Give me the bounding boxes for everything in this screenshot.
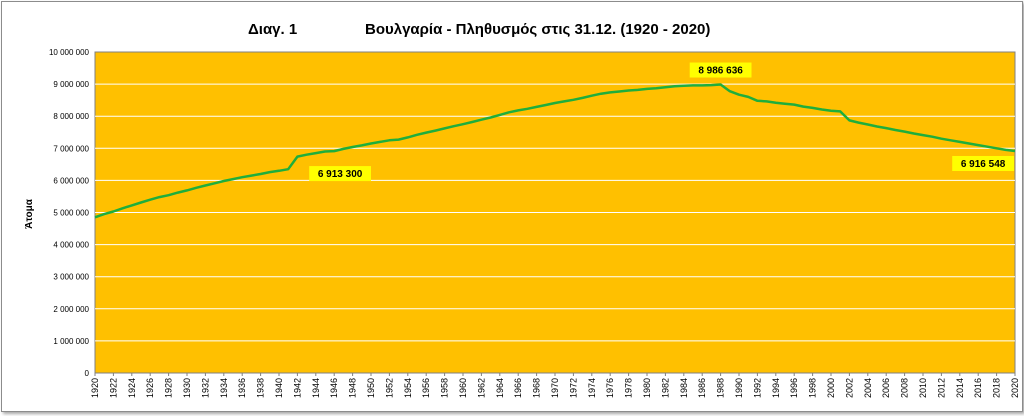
data-label-box: [689, 62, 752, 78]
x-tick-label: 1966: [513, 378, 523, 398]
x-tick-label: 1942: [292, 378, 302, 398]
x-tick-label: 1936: [237, 378, 247, 398]
x-tick-label: 1978: [624, 378, 634, 398]
data-label-text: 6 916 548: [961, 159, 1006, 170]
data-label: 6 916 548: [952, 155, 1014, 171]
x-tick-label: 1934: [219, 378, 229, 398]
y-tick-label: 5 000 000: [53, 209, 89, 218]
x-tick-label: 1980: [642, 378, 652, 398]
x-tick-label: 1988: [716, 378, 726, 398]
x-tick-label: 1930: [182, 378, 192, 398]
x-tick-label: 1950: [366, 378, 376, 398]
y-tick-label: 1 000 000: [53, 337, 89, 346]
x-tick-label: 1994: [771, 378, 781, 398]
y-tick-label: 6 000 000: [53, 176, 89, 185]
x-tick-label: 2012: [936, 378, 946, 398]
x-tick-label: 1960: [458, 378, 468, 398]
data-label: 6 913 300: [309, 166, 371, 182]
x-tick-label: 1956: [421, 378, 431, 398]
x-tick-label: 1990: [734, 378, 744, 398]
x-tick-label: 1944: [311, 378, 321, 398]
x-tick-label: 1954: [403, 378, 413, 398]
x-tick-label: 2000: [826, 378, 836, 398]
x-tick-label: 1932: [200, 378, 210, 398]
y-tick-label: 10 000 000: [49, 48, 90, 57]
x-tick-label: 1926: [145, 378, 155, 398]
y-tick-label: 0: [85, 369, 90, 378]
y-tick-label: 2 000 000: [53, 305, 89, 314]
x-tick-label: 1970: [550, 378, 560, 398]
y-tick-label: 4 000 000: [53, 241, 89, 250]
chart-number-label: Διαγ. 1: [248, 21, 297, 38]
chart-title: Βουλγαρία - Πληθυσμός στις 31.12. (1920 …: [365, 21, 710, 38]
x-tick-label: 1948: [348, 378, 358, 398]
y-tick-label: 7 000 000: [53, 144, 89, 153]
data-label-text: 8 986 636: [698, 66, 743, 77]
y-tick-label: 8 000 000: [53, 112, 89, 121]
x-tick-label: 1982: [660, 378, 670, 398]
x-tick-label: 2014: [955, 378, 965, 398]
population-line-chart: Διαγ. 1 Βουλγαρία - Πληθυσμός στις 31.12…: [24, 21, 1020, 398]
x-tick-label: 2016: [973, 378, 983, 398]
x-tick-label: 2010: [918, 378, 928, 398]
data-label-text: 6 913 300: [318, 169, 363, 180]
x-tick-label: 1992: [752, 378, 762, 398]
data-label-box: [952, 155, 1014, 171]
y-axis-title: Άτομα: [24, 198, 35, 229]
x-tick-label: 1972: [568, 378, 578, 398]
x-tick-label: 1968: [532, 378, 542, 398]
x-tick-label: 2018: [992, 378, 1002, 398]
x-tick-label: 1958: [440, 378, 450, 398]
x-tick-label: 1928: [164, 378, 174, 398]
data-label: 8 986 636: [689, 62, 752, 78]
x-tick-label: 1996: [789, 378, 799, 398]
x-tick-label: 1984: [679, 378, 689, 398]
x-tick-label: 1998: [808, 378, 818, 398]
x-tick-label: 1924: [127, 378, 137, 398]
x-tick-label: 1974: [587, 378, 597, 398]
x-tick-label: 2008: [900, 378, 910, 398]
x-tick-label: 2004: [863, 378, 873, 398]
y-tick-label: 9 000 000: [53, 80, 89, 89]
x-tick-label: 1920: [90, 378, 100, 398]
x-tick-label: 1964: [495, 378, 505, 398]
y-tick-label: 3 000 000: [53, 273, 89, 282]
x-tick-label: 1962: [476, 378, 486, 398]
x-tick-label: 2002: [844, 378, 854, 398]
x-tick-label: 1946: [329, 378, 339, 398]
x-tick-label: 2020: [1010, 378, 1020, 398]
population-series-line: [94, 83, 1016, 219]
x-tick-label: 1986: [697, 378, 707, 398]
x-tick-label: 1922: [108, 378, 118, 398]
x-tick-label: 1952: [384, 378, 394, 398]
x-tick-label: 2006: [881, 378, 891, 398]
x-tick-label: 1938: [256, 378, 266, 398]
x-tick-label: 1940: [274, 378, 284, 398]
x-tick-label: 1976: [605, 378, 615, 398]
data-label-box: [309, 166, 371, 182]
